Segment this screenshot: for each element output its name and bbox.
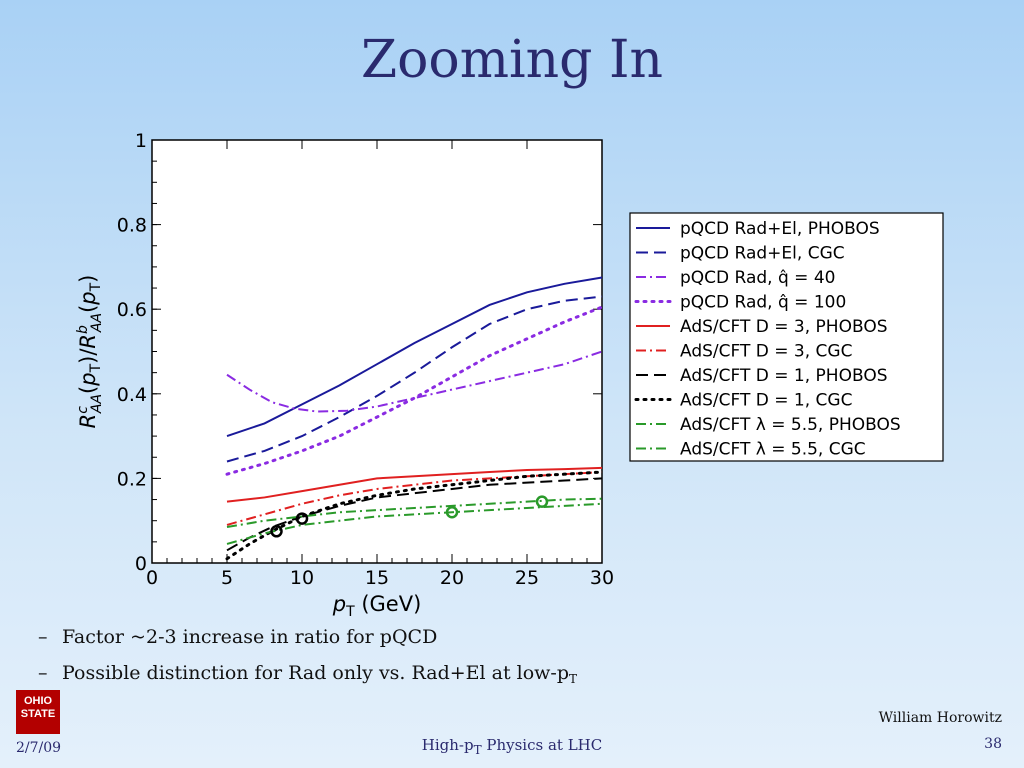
ratio-chart: 0 5 10 15 20 25 30 0 0.2 0.4 0.6 0.8 1 pT (GeV) RcAA(p… [75, 130, 944, 620]
data-marker [295, 512, 309, 525]
y-tick-label: 0 [135, 553, 147, 575]
footer-date: 2/7/09 [16, 740, 62, 756]
legend-entry: AdS/CFT λ = 5.5, CGC [680, 440, 866, 460]
y-tick-label: 0.2 [117, 468, 147, 490]
slide-title: Zooming In [360, 30, 664, 90]
series-line-4 [226, 466, 603, 503]
legend-entry: pQCD Rad, q̂ = 100 [680, 293, 846, 313]
y-tick-label: 0.6 [117, 299, 147, 321]
bullet-marker: – [38, 626, 48, 648]
bullet-marker: – [38, 662, 48, 684]
page-number: 38 [984, 736, 1002, 752]
series-line-8 [226, 497, 603, 529]
x-axis-label: pT (GeV) [332, 592, 422, 620]
series-line-6 [226, 477, 603, 552]
y-tick-label: 1 [135, 130, 147, 152]
data-marker [445, 505, 459, 519]
bullet-item: – Factor ~2-3 increase in ratio for pQCD [38, 624, 577, 660]
plot-area [151, 139, 603, 564]
bullet-list: – Factor ~2-3 increase in ratio for pQCD … [38, 624, 577, 696]
legend-entry: AdS/CFT D = 1, CGC [680, 391, 852, 411]
x-tick-label: 30 [590, 567, 614, 589]
x-tick-label: 25 [515, 567, 539, 589]
y-tick-label: 0.8 [117, 215, 147, 237]
data-marker [535, 495, 549, 508]
x-tick-label: 10 [290, 567, 314, 589]
bullet-text: Factor ~2-3 increase in ratio for pQCD [62, 626, 438, 648]
legend-entry: pQCD Rad+El, CGC [680, 244, 845, 264]
university-logo: OHIO STATE [16, 690, 60, 734]
legend-entry: AdS/CFT λ = 5.5, PHOBOS [680, 415, 901, 435]
x-tick-label: 15 [365, 567, 389, 589]
bullet-text: Possible distinction for Rad only vs. Ra… [62, 662, 570, 684]
legend-entry: AdS/CFT D = 3, CGC [680, 342, 852, 362]
legend-box [629, 212, 944, 462]
series-line-3 [225, 305, 604, 476]
legend-entry: AdS/CFT D = 3, PHOBOS [680, 317, 888, 337]
bullet-subscript: T [569, 672, 578, 686]
footer-title-pre: High-p [421, 736, 474, 754]
series-line-0 [226, 276, 603, 438]
x-tick-label: 5 [221, 567, 233, 589]
y-axis-label: RcAA(pT)/RbAA(pT) [75, 275, 105, 429]
legend-entry: AdS/CFT D = 1, PHOBOS [680, 366, 888, 386]
legend-entry: pQCD Rad, q̂ = 40 [680, 268, 835, 288]
footer-title: High-pT Physics at LHC [0, 736, 1024, 757]
y-tick-label: 0.4 [117, 384, 147, 406]
footer-title-sub: T [473, 743, 482, 757]
series-line-1 [226, 295, 603, 463]
data-marker [270, 525, 283, 538]
series-line-5 [226, 471, 603, 526]
bullet-item: – Possible distinction for Rad only vs. R… [38, 660, 577, 696]
footer-author: William Horowitz [878, 710, 1002, 726]
x-tick-label: 20 [440, 567, 464, 589]
legend-entry: pQCD Rad+El, PHOBOS [680, 219, 880, 239]
x-tick-label: 0 [146, 567, 158, 589]
footer-title-post: Physics at LHC [481, 736, 603, 754]
